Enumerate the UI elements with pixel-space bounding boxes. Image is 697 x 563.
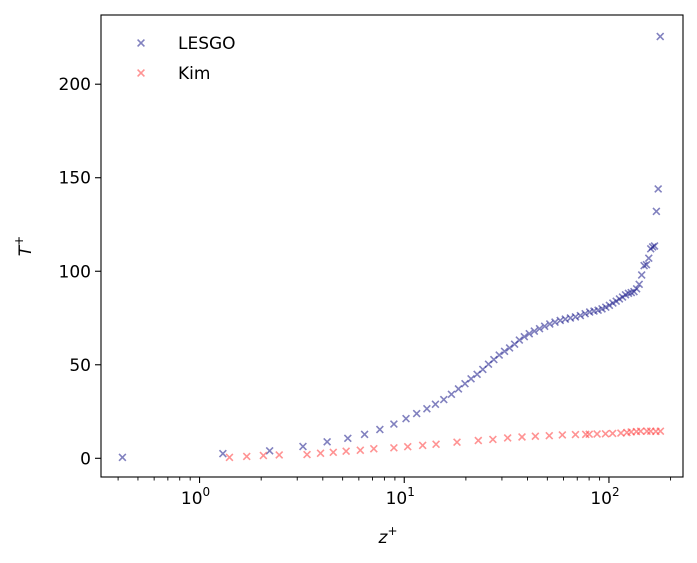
data-point-lesgo	[656, 32, 665, 41]
legend-marker-lesgo	[137, 39, 145, 47]
axes-frame	[100, 14, 684, 478]
legend-marker-kim	[137, 69, 145, 77]
x-tick-label: 101	[386, 485, 415, 509]
data-point-kim	[389, 443, 398, 452]
y-tick-label: 200	[59, 75, 91, 95]
data-point-lesgo	[605, 301, 614, 310]
data-point-kim	[356, 446, 365, 455]
series-kim	[225, 427, 665, 462]
data-point-lesgo	[500, 347, 509, 356]
x-axis-label: z+	[378, 524, 398, 548]
data-point-lesgo	[505, 343, 514, 352]
data-point-kim	[571, 430, 580, 439]
data-point-lesgo	[642, 260, 651, 269]
data-point-kim	[608, 429, 617, 438]
data-point-kim	[329, 448, 338, 457]
y-axis-label: T+	[12, 236, 36, 256]
data-point-kim	[636, 427, 645, 436]
data-point-lesgo	[422, 404, 431, 413]
data-point-lesgo	[576, 311, 585, 320]
data-point-lesgo	[265, 446, 274, 455]
data-point-kim	[418, 441, 427, 450]
data-point-kim	[601, 429, 610, 438]
data-point-kim	[303, 450, 312, 459]
data-point-lesgo	[467, 374, 476, 383]
data-point-lesgo	[650, 242, 659, 250]
data-point-lesgo	[343, 434, 352, 443]
data-point-lesgo	[402, 414, 410, 423]
data-point-kim	[503, 433, 512, 442]
data-point-kim	[474, 436, 483, 445]
data-point-lesgo	[431, 400, 440, 409]
legend: LESGO Kim	[137, 34, 236, 84]
data-point-kim	[275, 450, 284, 459]
data-point-lesgo	[530, 327, 539, 336]
data-point-lesgo	[535, 324, 544, 333]
y-tick-label: 150	[59, 169, 91, 189]
data-point-lesgo	[412, 409, 421, 418]
data-point-kim	[488, 435, 497, 444]
data-point-kim	[369, 444, 378, 453]
legend-item-kim: Kim	[137, 64, 210, 84]
data-point-lesgo	[540, 322, 549, 331]
data-point-kim	[316, 449, 325, 458]
data-point-lesgo	[581, 309, 590, 318]
data-point-kim	[432, 440, 441, 449]
data-point-lesgo	[439, 395, 448, 404]
data-point-lesgo	[495, 351, 504, 360]
data-point-kim	[558, 430, 567, 439]
y-tick-label: 0	[80, 449, 91, 469]
data-point-lesgo	[218, 449, 227, 458]
data-point-lesgo	[118, 453, 127, 462]
data-point-lesgo	[461, 379, 469, 388]
legend-label: LESGO	[178, 34, 236, 54]
data-point-lesgo	[637, 271, 646, 279]
axes: 100 101 102 0 50 100 150 200 z+ T+	[12, 14, 684, 548]
data-point-lesgo	[525, 329, 534, 338]
data-point-lesgo	[545, 320, 554, 328]
data-point-kim	[585, 430, 594, 439]
data-point-kim	[225, 453, 234, 462]
legend-label: Kim	[178, 64, 210, 84]
data-point-lesgo	[515, 336, 524, 345]
data-point-kim	[342, 447, 351, 456]
data-point-lesgo	[298, 442, 307, 451]
data-point-kim	[531, 432, 540, 441]
data-point-kim	[403, 442, 412, 451]
plot-area	[118, 32, 665, 462]
data-point-lesgo	[654, 184, 663, 193]
series-lesgo	[118, 32, 665, 462]
data-point-kim	[453, 438, 461, 447]
data-point-lesgo	[635, 280, 644, 289]
data-point-lesgo	[375, 425, 384, 434]
data-point-lesgo	[454, 384, 463, 393]
data-point-lesgo	[447, 390, 456, 399]
x-tick-label: 100	[181, 485, 210, 509]
data-point-kim	[518, 433, 526, 441]
legend-item-lesgo: LESGO	[137, 34, 236, 54]
data-point-lesgo	[652, 207, 661, 216]
data-point-lesgo	[520, 332, 529, 341]
data-point-lesgo	[551, 318, 559, 327]
data-point-lesgo	[360, 430, 369, 439]
data-point-lesgo	[644, 254, 653, 263]
data-point-lesgo	[640, 261, 649, 270]
data-point-kim	[242, 452, 251, 461]
x-tick-label: 102	[590, 485, 619, 509]
data-point-kim	[593, 430, 602, 438]
data-point-kim	[259, 451, 268, 460]
y-tick-label: 100	[59, 262, 91, 282]
data-point-lesgo	[323, 437, 332, 446]
data-point-lesgo	[632, 284, 641, 293]
data-point-kim	[545, 431, 554, 440]
data-point-lesgo	[389, 420, 398, 429]
y-tick-label: 50	[69, 356, 91, 376]
data-point-kim	[656, 427, 665, 436]
